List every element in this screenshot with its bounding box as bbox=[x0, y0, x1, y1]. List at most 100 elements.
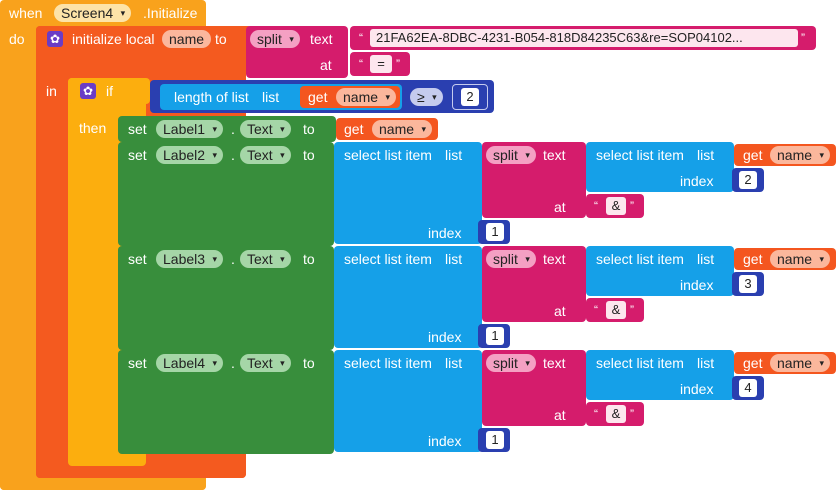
get-label: get bbox=[743, 251, 763, 267]
select-list-item-label: select list item bbox=[344, 147, 432, 163]
chevron-down-icon: ▾ bbox=[525, 150, 530, 160]
list-label: list bbox=[445, 147, 463, 163]
split-dropdown[interactable]: split ▾ bbox=[486, 146, 536, 164]
local-var-name[interactable]: name bbox=[162, 30, 212, 48]
close-quote: ” bbox=[630, 407, 634, 421]
to-label: to bbox=[303, 355, 315, 371]
split-dropdown[interactable]: split ▾ bbox=[486, 354, 536, 372]
inner-index-label: index bbox=[680, 277, 714, 293]
chevron-down-icon: ▾ bbox=[212, 358, 218, 368]
split-at-value[interactable]: & bbox=[606, 405, 626, 423]
set-block[interactable] bbox=[118, 350, 334, 454]
set-block-group: set Label2 ▾ . Text ▾ to select list ite… bbox=[0, 142, 838, 246]
local-to-label: to bbox=[215, 31, 227, 47]
to-label: to bbox=[303, 121, 315, 137]
component-dropdown[interactable]: Label3 ▾ bbox=[156, 250, 224, 268]
chevron-down-icon: ▾ bbox=[212, 124, 218, 134]
to-label: to bbox=[303, 147, 315, 163]
component-dropdown[interactable]: Label4 ▾ bbox=[156, 354, 224, 372]
inner-index-value[interactable]: 2 bbox=[739, 171, 757, 189]
chevron-down-icon: ▾ bbox=[212, 150, 218, 160]
set-label: set bbox=[128, 121, 147, 137]
inner-index-value[interactable]: 4 bbox=[739, 379, 757, 397]
component-dropdown[interactable]: Label1 ▾ bbox=[156, 120, 224, 138]
split-at-value[interactable]: & bbox=[606, 301, 626, 319]
close-quote: ” bbox=[801, 31, 805, 45]
chevron-down-icon: ▾ bbox=[432, 92, 437, 102]
dot-separator: . bbox=[231, 355, 235, 371]
chevron-down-icon: ▾ bbox=[819, 150, 825, 160]
component-dropdown[interactable]: Screen4 ▾ bbox=[54, 4, 132, 22]
initialize-local-label: initialize local bbox=[72, 31, 155, 47]
component-name: Screen4 bbox=[61, 5, 114, 21]
split-at-label: at bbox=[320, 57, 332, 73]
event-footer bbox=[0, 478, 206, 490]
property-dropdown[interactable]: Text ▾ bbox=[240, 250, 291, 268]
outer-index-value[interactable]: 1 bbox=[486, 431, 504, 449]
select-list-item-block[interactable] bbox=[334, 350, 482, 452]
get-var-dropdown[interactable]: name ▾ bbox=[770, 250, 831, 268]
inner-select-list-item-block[interactable] bbox=[586, 350, 734, 400]
open-quote: “ bbox=[594, 199, 598, 213]
component-dropdown[interactable]: Label2 ▾ bbox=[156, 146, 224, 164]
get-label: get bbox=[344, 121, 364, 137]
set-label1-block[interactable] bbox=[118, 116, 336, 142]
gear-icon[interactable]: ✿ bbox=[47, 31, 63, 47]
close-quote: ” bbox=[630, 199, 634, 213]
select-list-item-block[interactable] bbox=[334, 142, 482, 244]
get-var-dropdown[interactable]: name ▾ bbox=[372, 120, 433, 138]
close-quote: ” bbox=[630, 303, 634, 317]
set-block[interactable] bbox=[118, 142, 334, 246]
set-label: set bbox=[128, 355, 147, 371]
set-block[interactable] bbox=[118, 246, 334, 350]
split-dropdown[interactable]: split ▾ bbox=[250, 30, 300, 48]
inner-select-list-item-block[interactable] bbox=[586, 246, 734, 296]
dot-separator: . bbox=[231, 147, 235, 163]
select-list-item-label: select list item bbox=[344, 355, 432, 371]
length-list-label: list bbox=[262, 89, 280, 105]
if-label: if bbox=[106, 83, 113, 99]
dot-separator: . bbox=[231, 121, 235, 137]
property-dropdown[interactable]: Text ▾ bbox=[240, 120, 291, 138]
select-list-item-label: select list item bbox=[344, 251, 432, 267]
chevron-down-icon: ▾ bbox=[120, 8, 126, 18]
split-at-value[interactable]: & bbox=[606, 197, 626, 215]
get-var-dropdown[interactable]: name ▾ bbox=[336, 88, 397, 106]
split-at-label: at bbox=[554, 303, 566, 319]
outer-index-value[interactable]: 1 bbox=[486, 223, 504, 241]
inner-select-list-item-block[interactable] bbox=[586, 142, 734, 192]
get-var-dropdown[interactable]: name ▾ bbox=[770, 354, 831, 372]
outer-index-label: index bbox=[428, 433, 462, 449]
compare-value[interactable]: 2 bbox=[461, 88, 479, 106]
list-label: list bbox=[445, 251, 463, 267]
split-at-value[interactable]: = bbox=[370, 55, 392, 73]
open-quote: “ bbox=[359, 31, 363, 45]
chevron-down-icon: ▾ bbox=[280, 150, 285, 160]
set-label: set bbox=[128, 147, 147, 163]
gear-icon[interactable]: ✿ bbox=[80, 83, 96, 99]
split-text-value[interactable]: 21FA62EA-8DBC-4231-B054-818D84235C63&re=… bbox=[370, 29, 798, 47]
inner-list-label: list bbox=[697, 355, 715, 371]
property-dropdown[interactable]: Text ▾ bbox=[240, 146, 291, 164]
split-text-label: text bbox=[310, 31, 333, 47]
split-at-label: at bbox=[554, 199, 566, 215]
inner-list-label: list bbox=[697, 147, 715, 163]
inner-index-value[interactable]: 3 bbox=[739, 275, 757, 293]
set-label: set bbox=[128, 251, 147, 267]
select-list-item-block[interactable] bbox=[334, 246, 482, 348]
open-quote: “ bbox=[594, 407, 598, 421]
chevron-down-icon: ▾ bbox=[819, 254, 825, 264]
inner-index-label: index bbox=[680, 381, 714, 397]
get-label: get bbox=[308, 89, 328, 105]
property-dropdown[interactable]: Text ▾ bbox=[240, 354, 291, 372]
split-dropdown[interactable]: split ▾ bbox=[486, 250, 536, 268]
set-block-group: set Label3 ▾ . Text ▾ to select list ite… bbox=[0, 246, 838, 350]
get-label: get bbox=[743, 147, 763, 163]
get-var-dropdown[interactable]: name ▾ bbox=[770, 146, 831, 164]
set-block-group: set Label4 ▾ . Text ▾ to select list ite… bbox=[0, 350, 838, 454]
inner-select-label: select list item bbox=[596, 355, 684, 371]
when-label: when bbox=[9, 5, 43, 21]
compare-op-dropdown[interactable]: ≥ ▾ bbox=[410, 88, 443, 106]
outer-index-value[interactable]: 1 bbox=[486, 327, 504, 345]
